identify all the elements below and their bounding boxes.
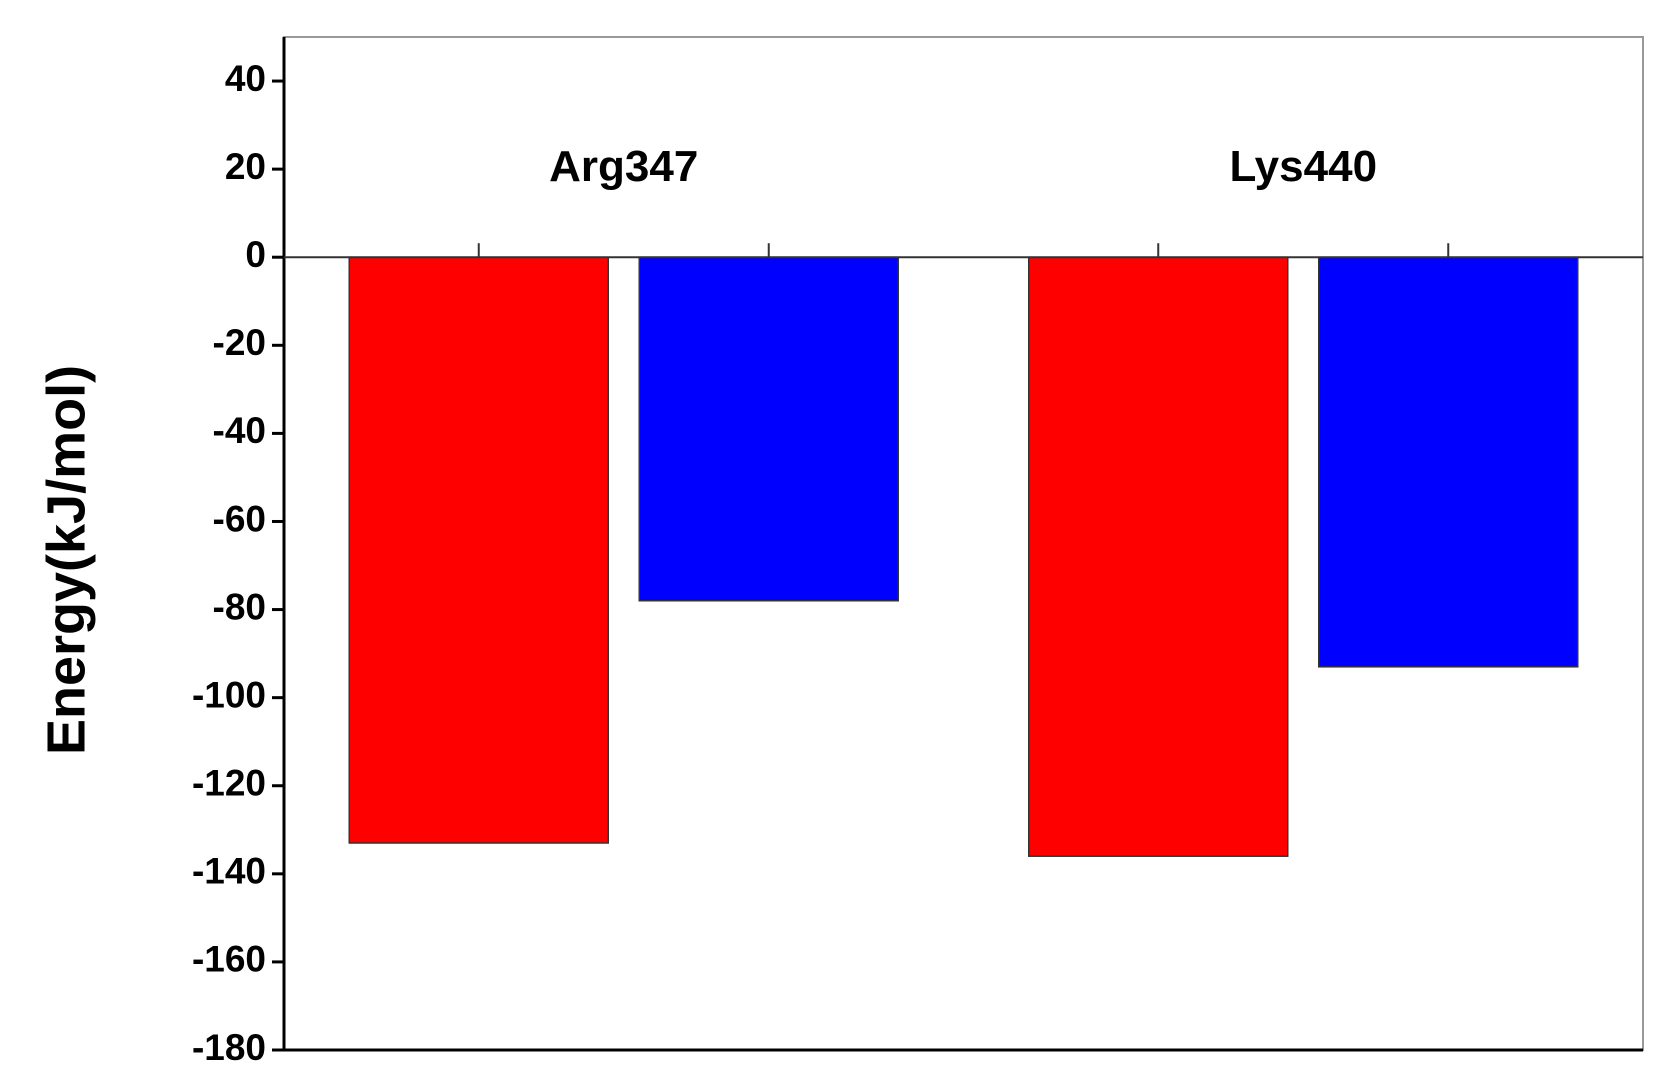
y-tick-label: -40 — [213, 410, 266, 451]
y-tick-label: 40 — [225, 58, 266, 99]
y-tick-label: -160 — [192, 939, 266, 980]
y-tick-label: 0 — [245, 234, 266, 275]
y-tick-label: -180 — [192, 1027, 266, 1068]
y-tick-label: -60 — [213, 498, 266, 539]
y-tick-label: -80 — [213, 586, 266, 627]
category-label: Lys440 — [1229, 142, 1377, 191]
y-tick-label: -120 — [192, 763, 266, 804]
y-axis-label: Energy(kJ/mol) — [36, 365, 96, 755]
y-tick-label: -140 — [192, 851, 266, 892]
bar — [1318, 256, 1579, 668]
bar — [348, 256, 609, 844]
bar — [638, 256, 899, 602]
y-tick-label: -20 — [213, 322, 266, 363]
y-tick-label: -100 — [192, 674, 266, 715]
bar — [1028, 256, 1289, 857]
y-tick-label: 20 — [225, 146, 266, 187]
category-label: Arg347 — [549, 142, 698, 191]
